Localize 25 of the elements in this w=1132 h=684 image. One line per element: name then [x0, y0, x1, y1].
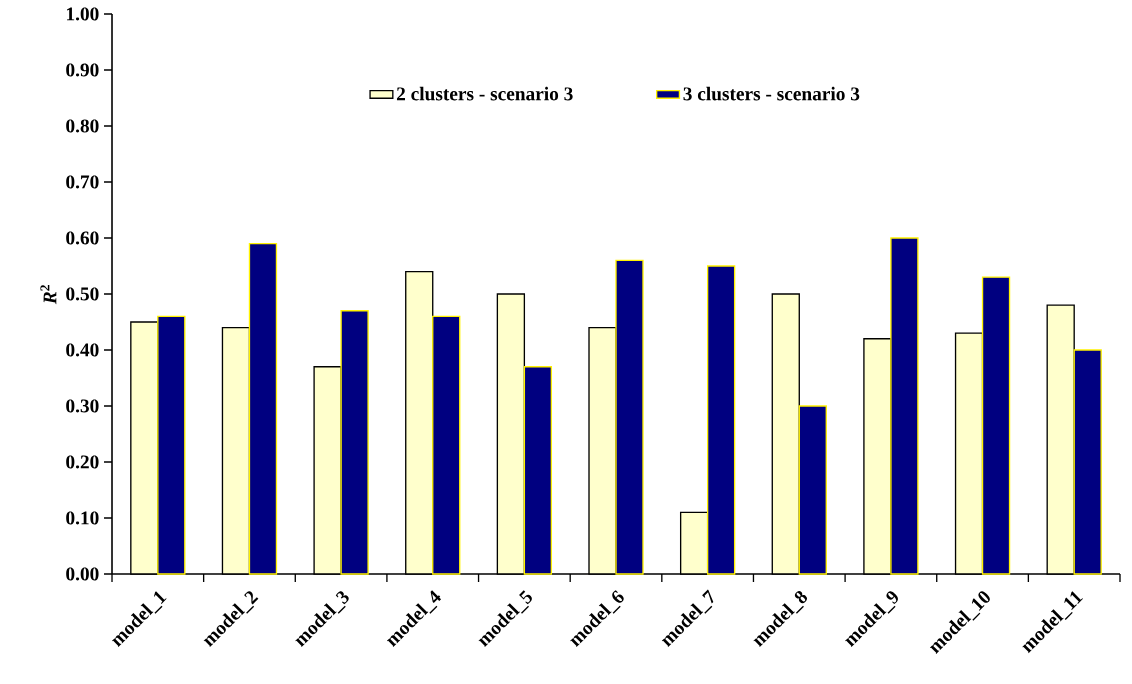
bar: [340, 310, 369, 575]
bar: [706, 265, 736, 575]
y-tick-label: 0.90: [66, 63, 99, 77]
y-tick-label: 0.30: [66, 399, 99, 413]
legend-label: 3 clusters - scenario 3: [683, 86, 860, 101]
bar: [615, 259, 644, 575]
y-axis-title: R$^{2}$: [40, 285, 57, 305]
y-tick-label: 0.40: [66, 343, 99, 357]
bar: [523, 366, 553, 575]
bar: [157, 315, 186, 575]
bar: [890, 237, 919, 575]
legend-label: 2 clusters - scenario 3: [396, 86, 573, 101]
y-tick-label: 0.60: [66, 231, 99, 245]
bar: [432, 315, 461, 575]
y-tick-label: 0.80: [66, 119, 99, 133]
y-tick-label: 0.00: [66, 567, 99, 581]
y-tick-label: 0.10: [66, 511, 99, 525]
bar: [248, 242, 278, 575]
y-tick-label: 0.20: [66, 455, 99, 469]
y-tick-label: 0.70: [66, 175, 99, 189]
y-tick-label: 1.00: [67, 7, 99, 21]
y-tick-label: 0.50: [66, 287, 99, 301]
bar: [1073, 349, 1102, 575]
bar: [981, 276, 1011, 575]
bar: [798, 405, 827, 575]
